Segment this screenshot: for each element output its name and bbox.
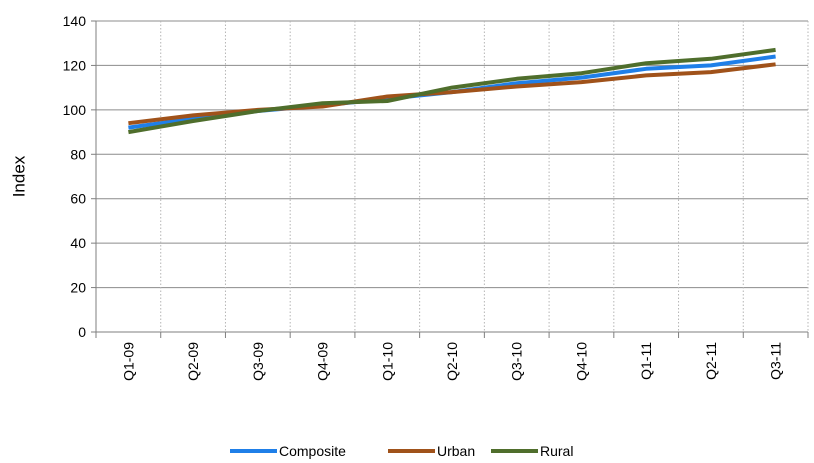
y-tick-label: 40 (70, 235, 86, 251)
y-tick-label: 140 (63, 13, 87, 29)
x-tick-label: Q1-10 (379, 342, 395, 381)
x-tick-label: Q2-10 (444, 342, 460, 381)
y-tick-label: 80 (70, 146, 86, 162)
y-tick-label: 0 (78, 324, 86, 340)
y-axis-title: Index (9, 155, 28, 197)
axes (91, 21, 808, 338)
x-tick-label: Q4-10 (573, 342, 589, 381)
legend-label-rural: Rural (540, 443, 573, 459)
y-tick-label: 60 (70, 191, 86, 207)
x-tick-label: Q1-09 (120, 342, 136, 381)
x-tick-label: Q1-11 (638, 342, 654, 380)
y-tick-label: 20 (70, 280, 86, 296)
y-tick-label: 120 (63, 57, 87, 73)
legend: Composite Urban Rural (230, 443, 573, 459)
x-tick-label: Q3-10 (509, 342, 525, 381)
x-tick-label: Q2-09 (185, 342, 201, 381)
x-tick-label: Q3-09 (250, 342, 266, 381)
y-tick-label: 100 (63, 102, 87, 118)
legend-label-composite: Composite (279, 443, 346, 459)
x-tick-label: Q2-11 (703, 342, 719, 380)
x-tick-label: Q4-09 (315, 342, 331, 381)
x-tick-label: Q3-11 (768, 342, 784, 380)
legend-label-urban: Urban (437, 443, 475, 459)
